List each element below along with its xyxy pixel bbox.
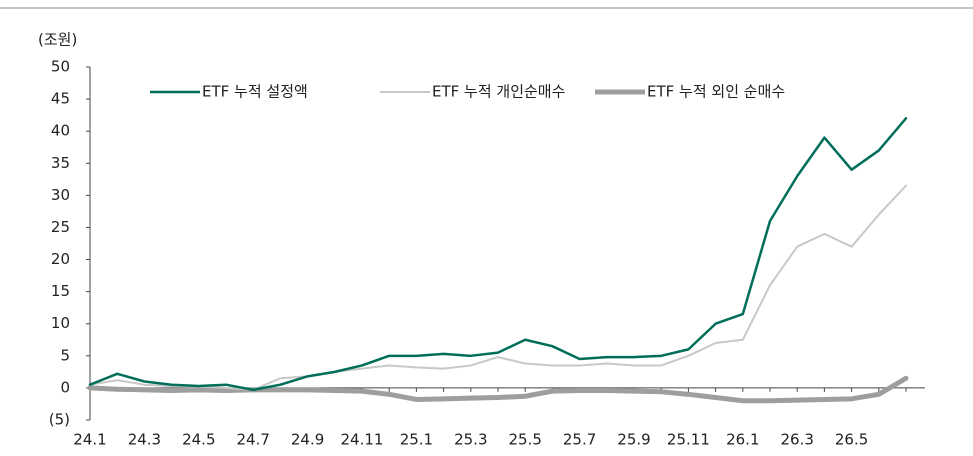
y-tick-label: 5 (60, 346, 70, 364)
x-tick-label: 24.9 (291, 431, 324, 449)
series-line (88, 117, 908, 392)
legend-label: ETF 누적 설정액 (202, 83, 308, 101)
y-tick-label: 50 (51, 58, 70, 76)
series-line (87, 375, 909, 404)
x-tick-label: 25.11 (667, 431, 710, 449)
y-tick-label: 20 (51, 250, 70, 268)
y-tick-label: 40 (51, 122, 70, 140)
y-tick-label: 15 (51, 282, 70, 300)
y-tick-label: (5) (49, 411, 70, 429)
x-tick-label: 25.1 (400, 431, 433, 449)
series-line (89, 184, 907, 391)
x-tick-label: 26.3 (780, 431, 813, 449)
x-tick-label: 25.9 (617, 431, 650, 449)
legend-label: ETF 누적 개인순매수 (432, 83, 565, 101)
x-tick-label: 24.11 (341, 431, 384, 449)
x-tick-label: 26.1 (726, 431, 759, 449)
y-tick-label: 10 (51, 314, 70, 332)
x-tick-label: 25.3 (454, 431, 487, 449)
x-tick-label: 25.7 (563, 431, 596, 449)
y-tick-label: 30 (51, 186, 70, 204)
y-tick-label: 0 (60, 378, 70, 396)
x-tick-label: 26.5 (835, 431, 868, 449)
y-tick-label: 35 (51, 154, 70, 172)
x-tick-label: 25.5 (508, 431, 541, 449)
legend-label: ETF 누적 외인 순매수 (647, 83, 785, 101)
x-tick-label: 24.1 (73, 431, 106, 449)
x-tick-label: 24.7 (236, 431, 269, 449)
x-tick-label: 24.3 (128, 431, 161, 449)
y-tick-label: 25 (51, 218, 70, 236)
y-tick-label: 45 (51, 90, 70, 108)
x-tick-label: 24.5 (182, 431, 215, 449)
y-axis-label: (조원) (38, 31, 77, 49)
